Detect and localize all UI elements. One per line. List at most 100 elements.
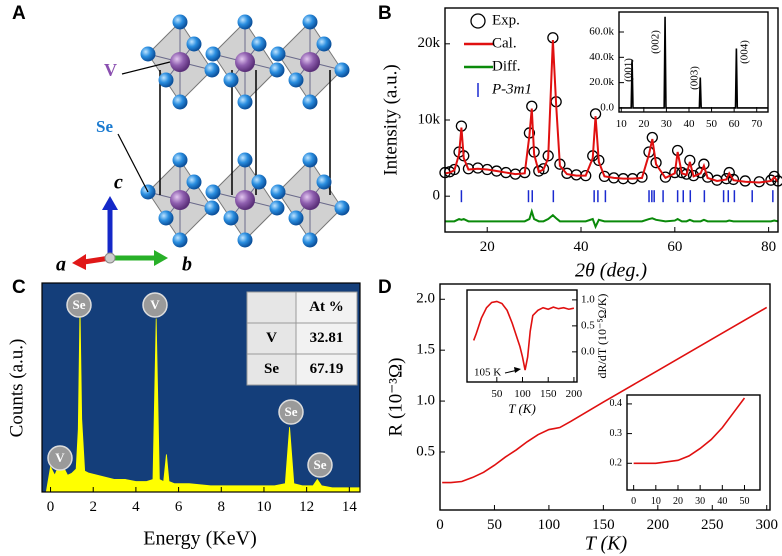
se-atom — [186, 174, 202, 190]
x-axis-title: T (K) — [585, 533, 628, 555]
pointer — [117, 133, 149, 193]
plot-frame — [466, 289, 578, 383]
se-atom — [223, 72, 239, 88]
table-cell-text: 32.81 — [310, 330, 344, 346]
peak-badge — [142, 292, 168, 318]
se-atom — [302, 152, 318, 168]
y-tick-label: 0.3 — [610, 428, 623, 439]
x-tick-label: 40 — [683, 118, 695, 130]
panel-label: B — [378, 3, 392, 24]
se-atom — [270, 184, 286, 200]
origin — [104, 252, 116, 264]
axis-arrow — [72, 254, 86, 270]
x-tick-label: 30 — [695, 496, 705, 507]
se-atom — [204, 200, 220, 216]
data-point — [698, 158, 710, 170]
annotation: 105 K — [474, 367, 501, 379]
data-point — [636, 171, 648, 183]
panel-label: C — [12, 277, 26, 298]
table-cell — [295, 291, 358, 324]
y-tick-label: 1.0 — [416, 393, 435, 409]
axis-label: a — [56, 254, 66, 276]
y-tick-label: 0.5 — [581, 319, 595, 331]
x-tick-label: 30 — [661, 118, 673, 130]
peak-label: (003) — [689, 66, 701, 90]
x-tick-label: 12 — [299, 499, 314, 515]
x-tick-label: 50 — [706, 118, 718, 130]
x-tick-label: 150 — [540, 388, 557, 400]
table-cell — [246, 291, 297, 324]
v-atom — [235, 190, 255, 210]
data-line — [445, 208, 779, 230]
y-tick-label: 60.0k — [589, 26, 614, 38]
peak-label: (001) — [623, 58, 635, 82]
panel-label: D — [378, 277, 392, 298]
x-tick-label: 60 — [667, 239, 682, 255]
plot-background — [627, 395, 760, 490]
y-tick-label: 10k — [418, 111, 441, 127]
se-atom — [302, 232, 318, 248]
y-axis-title: Counts (a.u.) — [6, 339, 27, 438]
plot-frame — [626, 394, 761, 491]
table-cell — [295, 353, 358, 386]
x-tick-label: 300 — [755, 517, 778, 533]
se-atom — [204, 62, 220, 78]
se-atom — [270, 46, 286, 62]
se-atom — [237, 232, 253, 248]
x-axis-title: 2θ (deg.) — [575, 260, 647, 282]
plot-frame — [439, 283, 771, 511]
x-tick-label: 0 — [436, 517, 444, 533]
peak-badge — [66, 292, 92, 318]
x-tick-label: 200 — [566, 388, 583, 400]
x-tick-label: 100 — [514, 388, 531, 400]
plot-frame — [41, 282, 361, 493]
se-atom — [316, 36, 332, 52]
se-atom — [205, 46, 221, 62]
v-atom — [170, 190, 190, 210]
se-atom — [251, 36, 267, 52]
y-axis-title: dR/dT (10⁻⁵Ω/K) — [595, 294, 609, 379]
axis-arrow — [154, 250, 168, 266]
y-axis-title: Intensity (a.u.) — [380, 64, 401, 175]
x-tick-label: 60 — [729, 118, 741, 130]
se-atom — [316, 174, 332, 190]
table-cell-text: V — [266, 330, 277, 346]
x-axis-title: T (K) — [508, 401, 536, 416]
axis-label: b — [182, 254, 192, 276]
se-atom — [223, 210, 239, 226]
peak-label: V — [55, 450, 65, 465]
peak-label: (004) — [739, 40, 751, 64]
v-atom — [235, 52, 255, 72]
plot-frame — [618, 11, 769, 113]
data-line — [472, 300, 575, 371]
v-atom — [170, 52, 190, 72]
y-tick-label: 0.2 — [610, 458, 623, 469]
x-tick-label: 150 — [592, 517, 615, 533]
peak-badge — [307, 452, 333, 478]
data-point — [727, 173, 740, 186]
x-tick-label: 0 — [631, 496, 636, 507]
data-line — [619, 16, 768, 109]
spectrum — [45, 305, 361, 493]
x-tick-label: 250 — [701, 517, 724, 533]
se-atom — [172, 152, 188, 168]
x-axis-title: Energy (KeV) — [143, 528, 256, 550]
legend-label: Cal. — [492, 35, 517, 51]
v-atom — [300, 52, 320, 72]
se-atom — [269, 200, 285, 216]
table-header: At % — [309, 299, 344, 315]
y-tick-label: 20.0k — [589, 76, 614, 88]
x-tick-label: 2 — [89, 499, 97, 515]
x-tick-label: 8 — [218, 499, 226, 515]
se-atom — [158, 72, 174, 88]
peak-label: V — [150, 297, 160, 312]
se-atom — [302, 94, 318, 110]
y-tick-label: 20k — [418, 35, 441, 51]
y-tick-label: 0.4 — [610, 398, 623, 409]
data-line — [444, 39, 779, 184]
x-tick-label: 100 — [538, 517, 561, 533]
se-atom — [302, 14, 318, 30]
se-atom — [172, 232, 188, 248]
panel-label: A — [12, 3, 26, 24]
